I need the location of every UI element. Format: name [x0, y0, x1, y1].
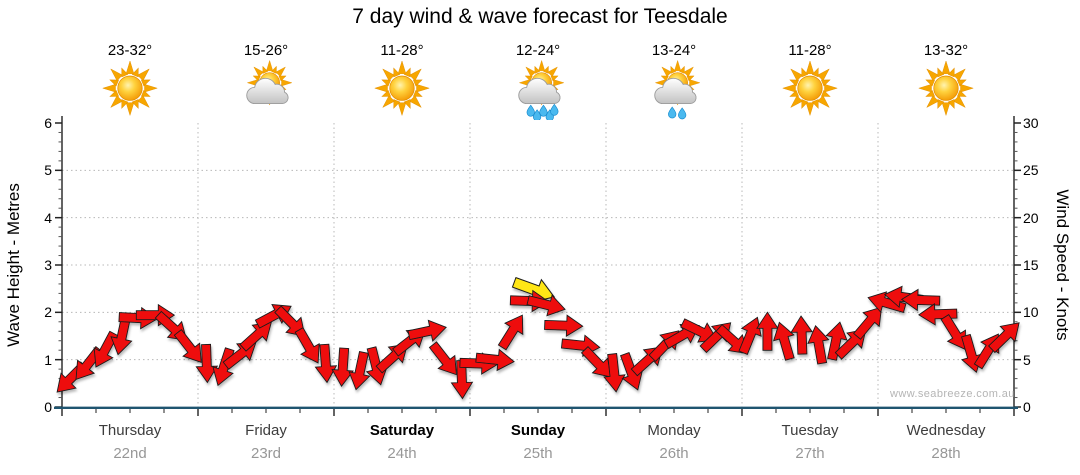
day-header-monday: 13-24° — [606, 42, 742, 122]
weather-icon-sunny — [918, 60, 974, 117]
day-name: Tuesday — [781, 422, 839, 439]
wind-arrow — [807, 325, 830, 365]
wind-arrow — [900, 288, 941, 312]
wave-height-tick: 4 — [44, 209, 52, 226]
wind-arrow — [988, 322, 1020, 354]
wave-height-tick: 0 — [44, 399, 52, 415]
wind-arrow — [940, 314, 966, 350]
day-header-sunday: 12-24° — [470, 42, 606, 122]
wind-arrow — [790, 315, 813, 355]
temperature-range: 23-32° — [107, 42, 153, 59]
weather-icon-wrap — [878, 60, 1014, 125]
wind-arrow — [314, 343, 338, 384]
wind-arrow — [450, 359, 474, 400]
day-header-thursday: 23-32° — [62, 42, 198, 122]
weather-icon-wrap — [470, 59, 606, 125]
day-date: 26th — [659, 445, 689, 462]
day-name: Wednesday — [906, 422, 986, 439]
day-date: 22nd — [113, 445, 147, 462]
wave-height-tick: 1 — [44, 351, 52, 368]
x-axis-label-friday: Friday 23rd — [198, 422, 334, 468]
temperature-range: 15-26° — [243, 42, 289, 59]
wind-arrow — [331, 347, 354, 388]
day-name: Sunday — [510, 422, 566, 439]
wind-arrow — [173, 328, 202, 363]
wave-height-tick: 3 — [44, 257, 52, 273]
wind-arrow — [825, 321, 848, 361]
weather-icon-wrap — [198, 59, 334, 125]
day-name: Friday — [245, 422, 287, 439]
weather-icon-wrap — [334, 60, 470, 125]
day-name: Thursday — [98, 422, 162, 439]
wind-arrow — [619, 352, 643, 391]
weather-icon-wrap — [742, 60, 878, 125]
wind-arrow — [212, 347, 235, 387]
x-axis-label-wednesday: Wednesday 28th — [878, 422, 1014, 468]
x-axis-label-sunday: Sunday 25th — [470, 422, 606, 468]
weather-icon-wrap — [62, 60, 198, 125]
wave-height-tick: 5 — [44, 162, 52, 179]
wind-arrow — [475, 348, 515, 372]
x-axis-label-thursday: Thursday 22nd — [62, 422, 198, 468]
wind-arrow — [867, 291, 907, 314]
temperature-range: 13-24° — [651, 42, 697, 59]
weather-icon-wrap — [606, 59, 742, 125]
weather-icon-sunny — [102, 60, 158, 117]
weather-icon-partly-cloudy — [246, 59, 293, 106]
wind-arrow — [544, 314, 584, 338]
weather-icon-sunny — [782, 60, 838, 117]
wind-speed-tick: 30 — [1023, 115, 1039, 131]
wind-speed-tick: 15 — [1023, 257, 1039, 273]
wind-arrow-series — [56, 276, 1020, 400]
wind-speed-tick: 10 — [1023, 304, 1039, 321]
wave-height-tick: 2 — [44, 304, 52, 321]
wind-arrow — [239, 321, 272, 352]
wind-arrow — [772, 321, 795, 361]
wind-arrow — [348, 350, 371, 391]
wind-arrow — [853, 306, 883, 340]
day-date: 27th — [795, 445, 825, 462]
wind-speed-tick: 20 — [1023, 209, 1039, 226]
wind-arrow — [580, 346, 612, 378]
wind-arrow — [93, 330, 119, 368]
temperature-range: 13-32° — [923, 42, 969, 59]
wind-arrow — [497, 314, 524, 351]
temperature-range: 11-28° — [380, 42, 424, 59]
wind-arrow — [715, 324, 748, 354]
wave-height-tick: 6 — [44, 115, 52, 131]
day-name: Saturday — [369, 422, 435, 439]
day-header-wednesday: 13-32° — [878, 42, 1014, 122]
day-header-tuesday: 11-28° — [742, 42, 878, 122]
wind-speed-tick: 25 — [1023, 162, 1039, 179]
weather-icon-rain-showers — [518, 59, 565, 122]
day-name: Monday — [647, 422, 701, 439]
weather-icon-light-showers — [654, 59, 701, 120]
x-axis-label-saturday: Saturday 24th — [334, 422, 470, 468]
wind-arrow — [428, 341, 457, 376]
weather-icon-sunny — [374, 60, 430, 117]
wind-arrow — [603, 353, 626, 393]
wind-speed-tick: 0 — [1023, 399, 1031, 415]
wind-arrow — [294, 327, 320, 364]
wind-arrow — [918, 302, 958, 326]
x-axis-label-monday: Monday 26th — [606, 422, 742, 468]
wind-arrow — [274, 305, 306, 337]
day-date: 23rd — [250, 445, 282, 462]
x-axis-label-tuesday: Tuesday 27th — [742, 422, 878, 468]
wind-speed-tick: 5 — [1023, 351, 1031, 368]
watermark: www.seabreeze.com.au — [890, 388, 1015, 400]
day-header-saturday: 11-28° — [334, 42, 470, 122]
day-date: 24th — [387, 445, 417, 462]
wind-arrow — [526, 294, 566, 317]
wind-arrow — [756, 311, 779, 351]
day-date: 28th — [931, 445, 961, 462]
temperature-range: 12-24° — [515, 42, 561, 59]
chart-title: 7 day wind & wave forecast for Teesdale — [352, 5, 728, 28]
wind-arrow — [407, 319, 447, 342]
day-header-friday: 15-26° — [198, 42, 334, 122]
day-date: 25th — [523, 445, 553, 462]
temperature-range: 11-28° — [788, 42, 832, 59]
